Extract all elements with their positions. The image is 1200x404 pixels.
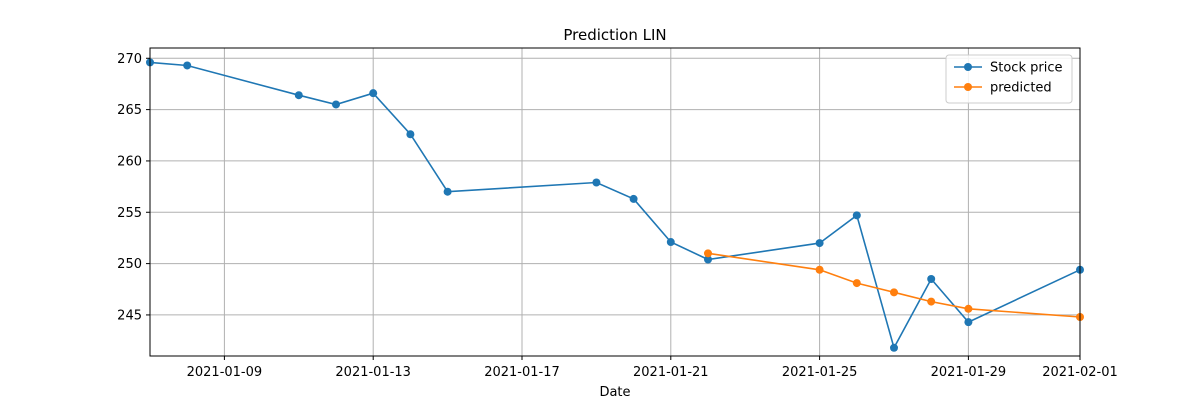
x-tick-label: 2021-01-13 <box>335 365 411 380</box>
grid <box>150 48 1081 356</box>
legend-item-predicted: predicted <box>954 81 1052 96</box>
ticks: 2021-01-09 2021-01-13 2021-01-17 2021-01-21… <box>117 52 1118 380</box>
series-group <box>146 58 1084 352</box>
x-tick-label: 2021-01-21 <box>633 365 709 380</box>
x-axis-label: Date <box>599 385 630 400</box>
legend-label: Stock price <box>990 61 1062 76</box>
predicted-point <box>815 265 824 274</box>
x-tick-label: 2021-01-29 <box>931 365 1007 380</box>
stock-price-point <box>443 187 452 196</box>
predicted-point <box>964 304 973 313</box>
legend-item-stock-price: Stock price <box>954 61 1062 76</box>
stock-price-point <box>294 91 303 100</box>
stock-price-point <box>666 238 675 247</box>
predicted-point <box>852 279 861 288</box>
y-tick-label: 270 <box>117 52 142 67</box>
stock-price-point <box>927 275 936 283</box>
y-tick-label: 255 <box>117 206 142 221</box>
x-tick-label: 2021-01-25 <box>782 365 858 380</box>
stock-price-point <box>815 239 824 248</box>
stock-price-point <box>592 178 601 187</box>
x-tick-label: 2021-02-01 <box>1042 365 1118 380</box>
stock-price-point <box>183 61 192 70</box>
stock-price-point <box>852 211 861 220</box>
series-stock-price <box>146 58 1084 352</box>
stock-price-point <box>704 255 712 264</box>
y-tick-label: 245 <box>117 308 142 323</box>
chart-title: Prediction LIN <box>563 26 666 44</box>
stock-price-point <box>629 194 638 203</box>
x-tick-label: 2021-01-17 <box>484 365 560 380</box>
plot-area-frame <box>149 47 1081 357</box>
y-tick-label: 250 <box>117 257 142 272</box>
stock-price-point <box>890 343 898 352</box>
y-tick-label: 265 <box>117 103 142 118</box>
predicted-point <box>890 288 898 297</box>
predicted-point <box>704 249 712 258</box>
legend-swatch-marker <box>964 63 972 71</box>
legend-label: predicted <box>990 81 1052 96</box>
x-tick-label: 2021-01-09 <box>187 365 263 380</box>
predicted-line <box>707 252 1081 318</box>
stock-price-point <box>369 89 378 98</box>
legend-swatch-marker <box>964 83 972 91</box>
stock-price-line <box>149 61 1081 350</box>
legend: Stock price predicted <box>945 54 1073 104</box>
stock-price-point <box>964 318 973 327</box>
stock-price-point <box>406 130 415 139</box>
series-predicted <box>704 249 1084 321</box>
stock-price-point <box>332 100 340 109</box>
predicted-point <box>927 297 936 306</box>
y-tick-label: 260 <box>117 154 142 169</box>
